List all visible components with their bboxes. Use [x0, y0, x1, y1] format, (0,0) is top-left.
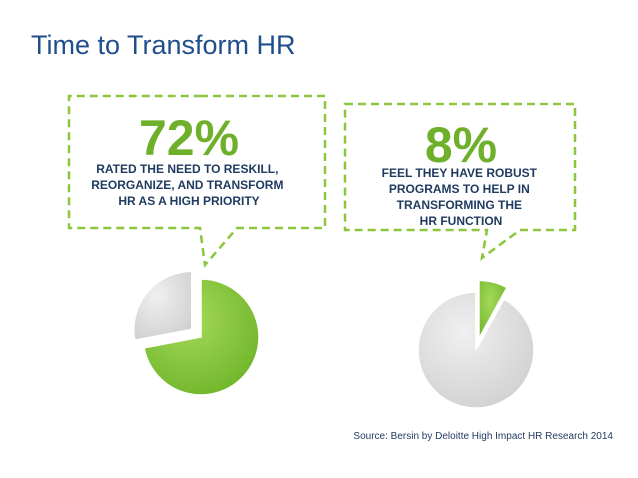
- pie-slice-gray: [417, 291, 535, 409]
- pie-chart-1: [133, 270, 260, 396]
- callout-2-percent: 8%: [425, 117, 497, 173]
- source-note: Source: Bersin by Deloitte High Impact H…: [353, 431, 613, 442]
- callout-box-2: [343, 102, 577, 261]
- callout-box-1: [67, 94, 327, 268]
- callout-2-caption-line: PROGRAMS TO HELP IN: [389, 182, 530, 196]
- pie-slice-green: [143, 278, 260, 396]
- callout-1-caption-line: RATED THE NEED TO RESKILL,: [96, 162, 278, 176]
- callout-2-caption: FEEL THEY HAVE ROBUST PROGRAMS TO HELP I…: [382, 166, 541, 228]
- callout-1-percent: 72%: [139, 110, 239, 166]
- callout-1-caption-line: REORGANIZE, AND TRANSFORM: [91, 178, 283, 192]
- callout-1-caption: RATED THE NEED TO RESKILL, REORGANIZE, A…: [91, 162, 287, 208]
- callout-2-caption-line: TRANSFORMING THE: [397, 198, 522, 212]
- pie-slice-green: [478, 279, 508, 339]
- pie-slice-gray: [133, 270, 193, 342]
- page-title: Time to Transform HR: [31, 30, 296, 60]
- callout-2-caption-line: HR FUNCTION: [420, 214, 503, 228]
- callout-2-caption-line: FEEL THEY HAVE ROBUST: [382, 166, 538, 180]
- pie-chart-2: [417, 279, 535, 409]
- callout-1-caption-line: HR AS A HIGH PRIORITY: [118, 194, 259, 208]
